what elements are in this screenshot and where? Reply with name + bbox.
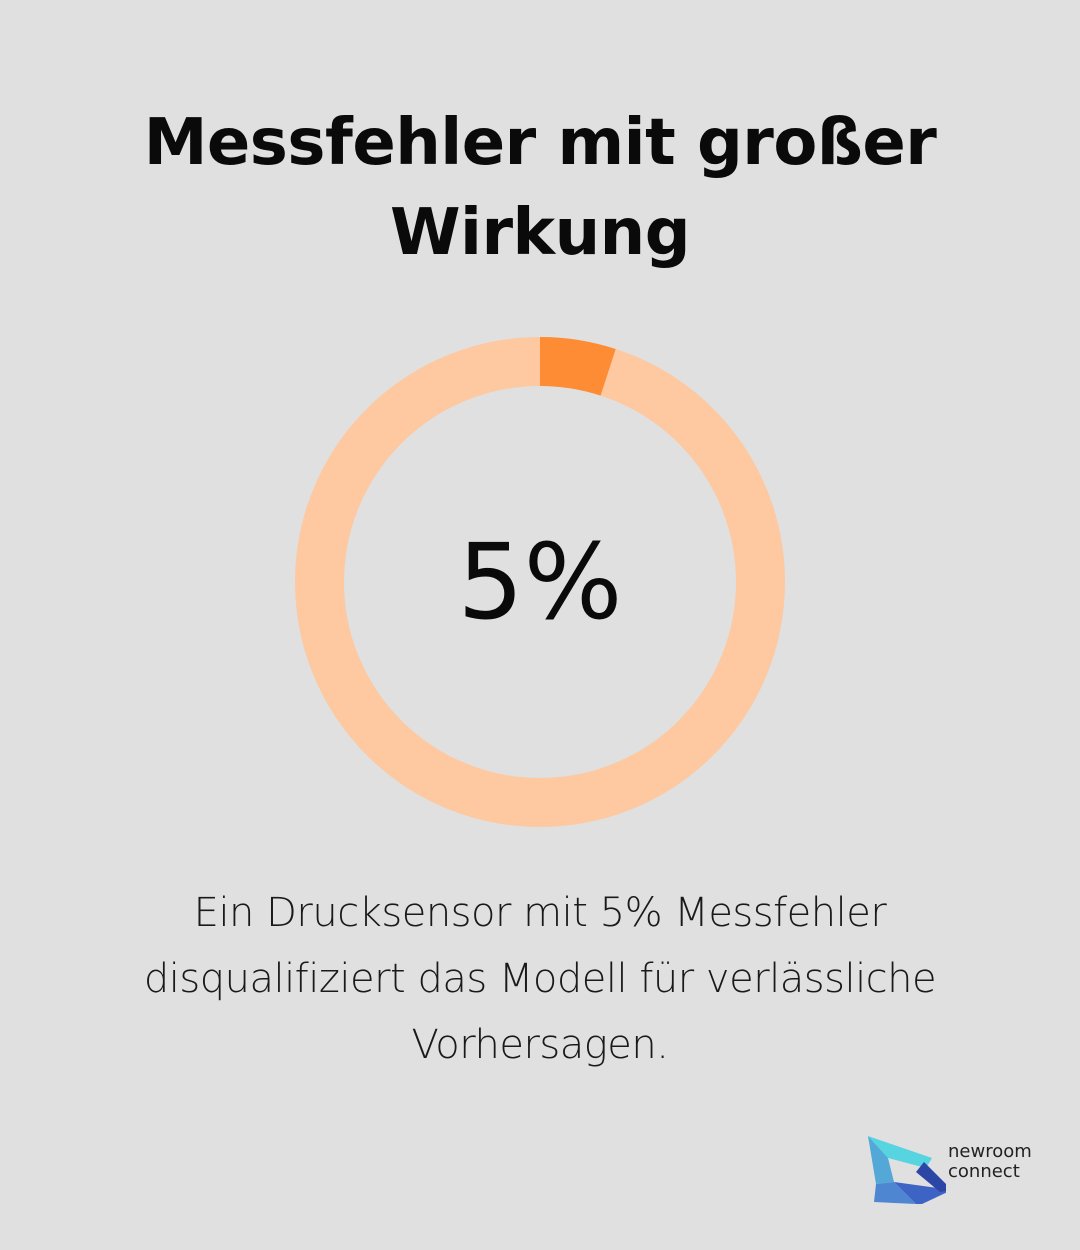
caption-line-3: Vorhersagen. bbox=[411, 1022, 669, 1068]
chart-title-line-1: Messfehler mit großer bbox=[143, 106, 937, 180]
donut-highlight-segment bbox=[295, 337, 785, 827]
donut-center-value: 5% bbox=[457, 521, 623, 643]
chart-title-line-2: Wirkung bbox=[389, 196, 691, 270]
logo-text-line-1: newroom bbox=[948, 1141, 1032, 1162]
logo-text-line-2: connect bbox=[948, 1161, 1020, 1182]
chart-title: Messfehler mit großer Wirkung bbox=[0, 98, 1080, 278]
caption-line-1: Ein Drucksensor mit 5% Messfehler bbox=[193, 890, 887, 936]
logo-wordmark: newroom connect bbox=[948, 1142, 1032, 1182]
donut-chart bbox=[290, 332, 790, 832]
caption-line-2: disqualifiziert das Modell für verlässli… bbox=[143, 956, 937, 1002]
donut-chart-svg bbox=[295, 337, 785, 827]
newroom-connect-logo-icon bbox=[868, 1136, 946, 1204]
brand-logo: newroom connect bbox=[866, 1132, 1056, 1212]
chart-caption: Ein Drucksensor mit 5% Messfehler disqua… bbox=[60, 880, 1020, 1078]
